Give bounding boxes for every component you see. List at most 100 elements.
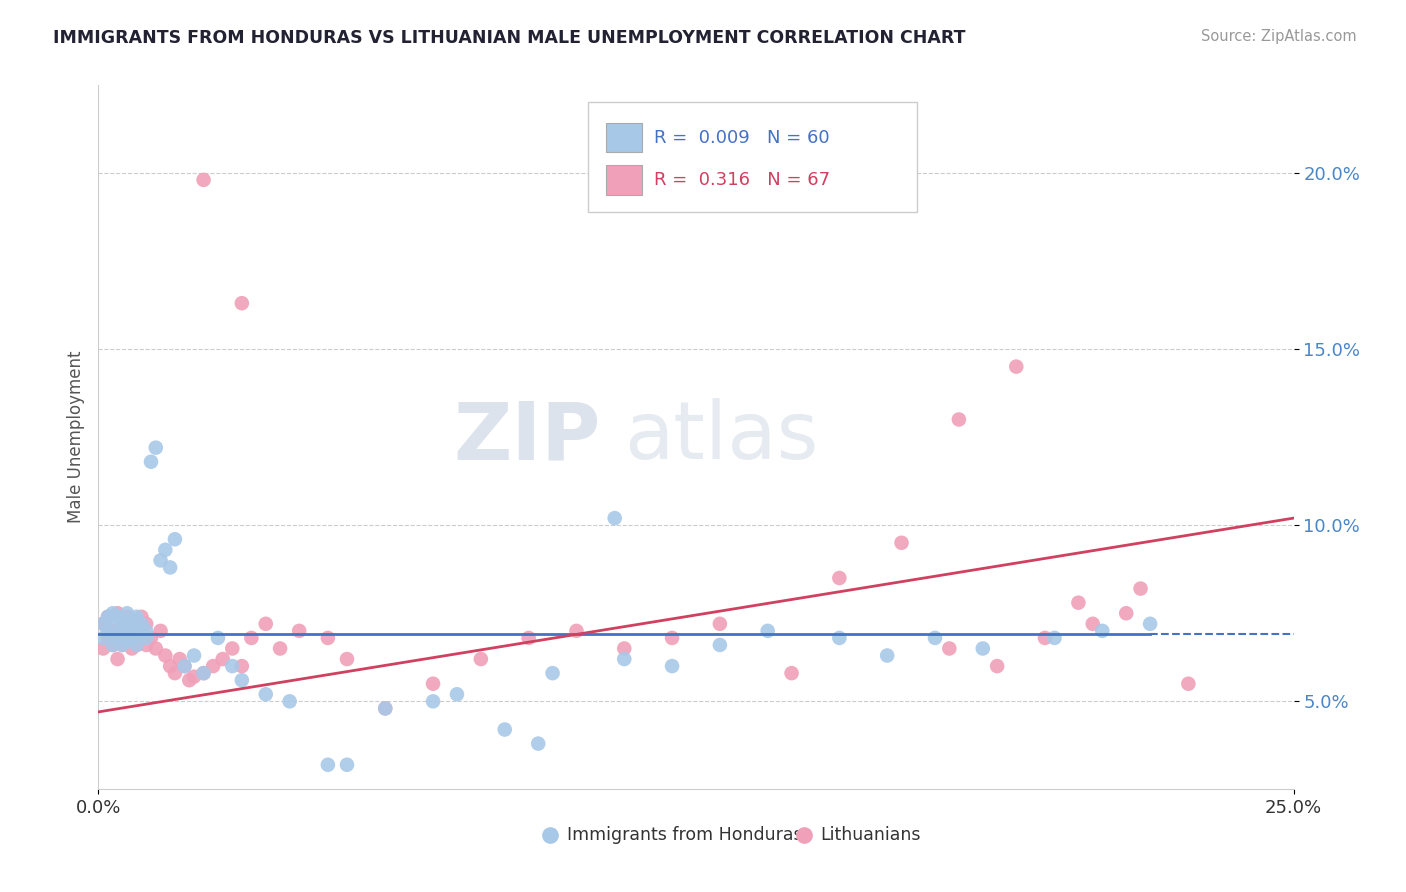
Point [159,659,181,673]
Point [231,659,253,673]
Point [135,624,157,638]
Point [135,638,157,652]
Point [986,659,1008,673]
Point [207,631,229,645]
Point [101,627,124,641]
Text: Source: ZipAtlas.com: Source: ZipAtlas.com [1201,29,1357,44]
Point [131,631,153,645]
Point [139,631,162,645]
Point [336,757,359,772]
Point [97,609,120,624]
Point [269,641,291,656]
Point [101,638,124,652]
Bar [606,165,643,194]
Point [240,631,263,645]
Point [135,616,157,631]
Point [149,553,172,567]
Point [828,571,851,585]
Point [139,455,162,469]
Point [125,638,148,652]
Point [121,641,143,656]
Point [121,631,143,645]
Point [107,607,129,621]
Point [1067,596,1090,610]
Point [1033,631,1056,645]
Point [101,607,124,621]
Point [422,676,444,690]
Point [972,641,994,656]
Point [1129,582,1152,596]
Point [97,609,120,624]
Point [159,560,181,574]
Point [193,173,215,187]
Point [183,648,205,663]
Point [121,624,143,638]
Point [107,609,129,624]
Point [111,638,134,652]
Point [1091,624,1114,638]
Point [1043,631,1066,645]
Text: atlas: atlas [624,398,818,476]
Point [1139,616,1161,631]
Point [125,613,148,627]
Point [101,624,124,638]
Text: R =  0.009   N = 60: R = 0.009 N = 60 [654,128,830,146]
Point [780,666,803,681]
Point [1177,676,1199,690]
Point [115,609,138,624]
Point [111,624,134,638]
Point [115,620,138,634]
Point [661,631,683,645]
Point [155,542,177,557]
Point [494,723,516,737]
Point [97,624,120,638]
Point [193,666,215,681]
Point [125,609,148,624]
Point [938,641,960,656]
Point [517,631,540,645]
Point [541,666,564,681]
Point [231,296,253,310]
Point [131,627,153,641]
Point [603,511,626,525]
Point [91,616,114,631]
Point [101,638,124,652]
Point [115,607,138,621]
Point [107,631,129,645]
Text: Immigrants from Honduras: Immigrants from Honduras [567,826,803,844]
Point [948,412,970,426]
Point [111,613,134,627]
Point [565,624,588,638]
Point [145,641,167,656]
Point [173,659,195,673]
Point [470,652,492,666]
Point [661,659,683,673]
Point [121,616,143,631]
FancyBboxPatch shape [589,103,917,211]
Point [1081,616,1104,631]
Point [211,652,233,666]
Point [135,631,157,645]
Point [111,616,134,631]
Point [163,533,186,547]
Point [193,666,215,681]
Point [446,687,468,701]
Text: ZIP: ZIP [453,398,600,476]
Point [1115,607,1137,621]
Point [179,673,201,688]
Point [709,616,731,631]
Point [183,670,205,684]
Point [422,694,444,708]
Point [709,638,731,652]
Point [107,616,129,631]
Point [374,701,396,715]
Point [155,648,177,663]
Point [125,624,148,638]
Text: IMMIGRANTS FROM HONDURAS VS LITHUANIAN MALE UNEMPLOYMENT CORRELATION CHART: IMMIGRANTS FROM HONDURAS VS LITHUANIAN M… [53,29,966,46]
Point [111,638,134,652]
Point [202,659,225,673]
Point [613,652,636,666]
Point [115,634,138,648]
Point [125,613,148,627]
Point [169,652,191,666]
